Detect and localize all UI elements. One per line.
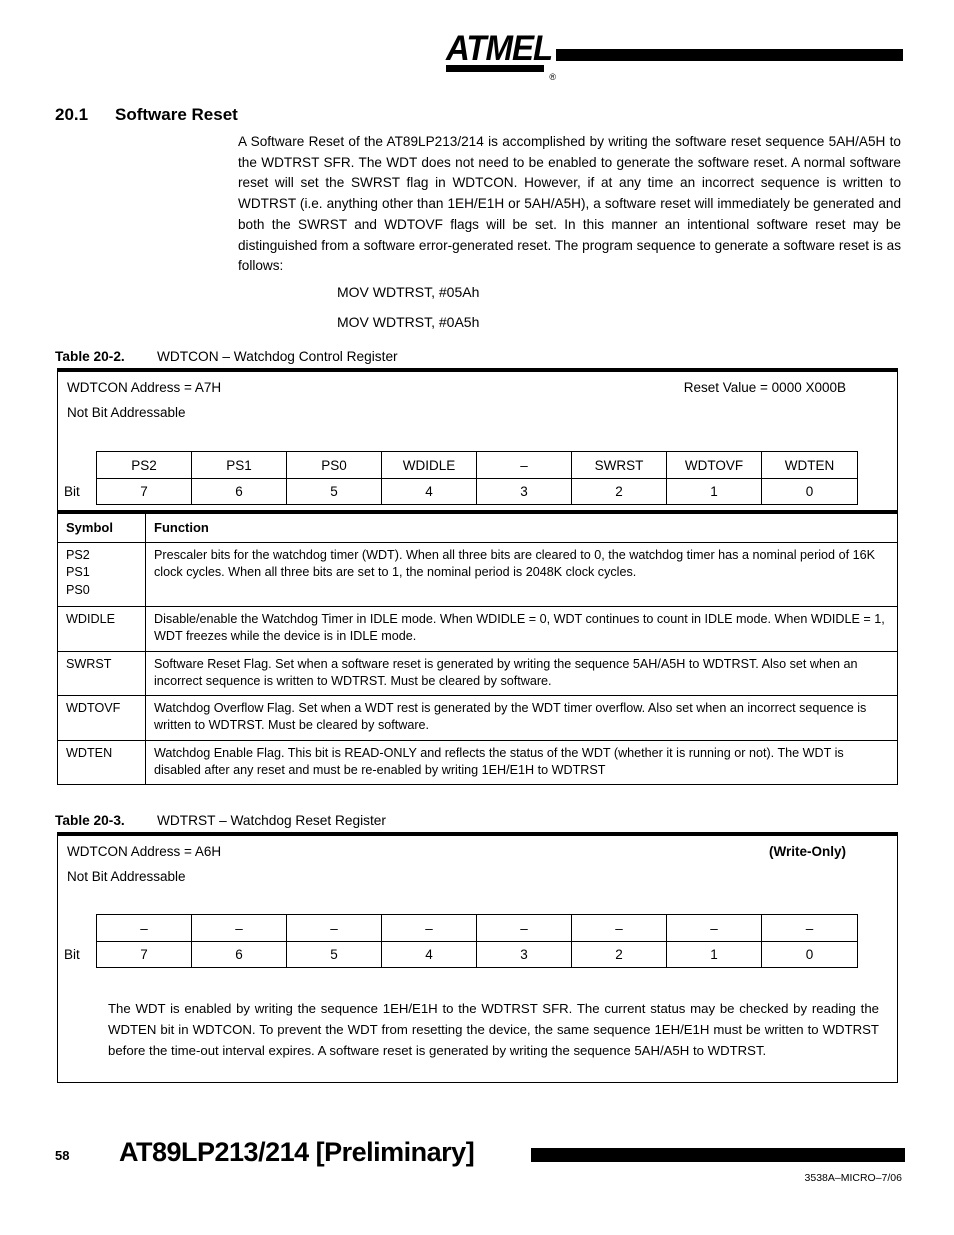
bit-name-cell: – xyxy=(382,915,477,942)
table-20-2-caption-label: Table 20-2. xyxy=(55,349,125,364)
function-cell: Software Reset Flag. Set when a software… xyxy=(145,650,898,696)
wdtcon-function-table: Symbol Function PS2 PS1 PS0 Prescaler bi… xyxy=(57,510,898,785)
section-body-paragraph: A Software Reset of the AT89LP213/214 is… xyxy=(238,134,901,274)
register-addressable-note: Not Bit Addressable xyxy=(67,869,186,884)
bit-number-cell: 7 xyxy=(97,479,192,504)
bit-name-cell: – xyxy=(192,915,287,942)
register-reset-value: Reset Value = 0000 X000B xyxy=(683,380,846,395)
table-row: SWRST Software Reset Flag. Set when a so… xyxy=(57,650,898,696)
bit-number-cell: 4 xyxy=(382,479,477,504)
register-address: WDTCON Address = A6H xyxy=(67,844,222,859)
table-row: WDTOVF Watchdog Overflow Flag. Set when … xyxy=(57,694,898,741)
footer-rule-bar xyxy=(531,1148,905,1162)
function-cell: Prescaler bits for the watchdog timer (W… xyxy=(145,541,898,607)
bit-name-cell: – xyxy=(667,915,762,942)
symbol-cell: SWRST xyxy=(57,650,146,696)
section-heading: 20.1 Software Reset xyxy=(55,105,238,125)
wdtcon-register-meta: WDTCON Address = A7H Reset Value = 0000 … xyxy=(67,380,846,395)
bit-name-cell: PS1 xyxy=(192,452,287,479)
bit-number-cell: 3 xyxy=(477,479,572,504)
code-line: MOV WDTRST, #05Ah xyxy=(337,284,480,300)
bit-number-cell: 6 xyxy=(192,942,287,967)
bit-number-cell: 4 xyxy=(382,942,477,967)
page-number: 58 xyxy=(55,1148,70,1163)
atmel-logo: ATMEL ® xyxy=(446,27,556,82)
bit-number-cell: 3 xyxy=(477,942,572,967)
table-20-2-caption: Table 20-2. WDTCON – Watchdog Control Reg… xyxy=(55,349,398,364)
bit-number-cell: 7 xyxy=(97,942,192,967)
function-cell: Disable/enable the Watchdog Timer in IDL… xyxy=(145,605,898,652)
bit-number-cell: 5 xyxy=(287,479,382,504)
bit-name-cell: – xyxy=(572,915,667,942)
table-20-2-caption-title: WDTCON – Watchdog Control Register xyxy=(157,349,398,364)
bit-name-cell: WDIDLE xyxy=(382,452,477,479)
symbol-cell: WDTEN xyxy=(57,739,146,785)
table-20-3-caption-title: WDTRST – Watchdog Reset Register xyxy=(157,813,386,828)
wdtrst-register-meta: WDTCON Address = A6H (Write-Only) xyxy=(67,844,846,859)
function-cell: Watchdog Overflow Flag. Set when a WDT r… xyxy=(145,694,898,741)
bit-name-cell: PS0 xyxy=(287,452,382,479)
footer-doc-code: 3538A–MICRO–7/06 xyxy=(804,1172,902,1184)
bit-name-cell: – xyxy=(287,915,382,942)
table-row: PS2 PS1 PS0 Prescaler bits for the watch… xyxy=(57,541,898,607)
registered-trademark-icon: ® xyxy=(549,72,556,82)
symbol-column-header: Symbol xyxy=(57,511,146,543)
bit-name-cell: WDTOVF xyxy=(667,452,762,479)
bit-name-cell: – xyxy=(762,915,857,942)
bit-row-label: Bit xyxy=(64,484,80,499)
bit-number-cell: 6 xyxy=(192,479,287,504)
bit-number-cell: 5 xyxy=(287,942,382,967)
wdtcon-register-box: WDTCON Address = A7H Reset Value = 0000 … xyxy=(57,368,898,510)
table-20-3-caption-label: Table 20-3. xyxy=(55,813,125,828)
table-20-3-caption: Table 20-3. WDTRST – Watchdog Reset Regis… xyxy=(55,813,386,828)
bit-name-cell: SWRST xyxy=(572,452,667,479)
wdtcon-bit-grid: PS2 PS1 PS0 WDIDLE – SWRST WDTOVF WDTEN … xyxy=(96,451,858,505)
section-title: Software Reset xyxy=(115,105,238,124)
bit-name-cell: – xyxy=(97,915,192,942)
bit-number-cell: 0 xyxy=(805,947,814,962)
bit-number-cell: 1 xyxy=(667,942,762,967)
footer-document-title: AT89LP213/214 [Preliminary] xyxy=(119,1137,475,1167)
bit-number-cell: 2 xyxy=(572,479,667,504)
bit-number-cell: 1 xyxy=(667,479,762,504)
register-write-only-note: (Write-Only) xyxy=(769,844,846,859)
function-cell: Watchdog Enable Flag. This bit is READ-O… xyxy=(145,739,898,785)
function-column-header: Function xyxy=(145,511,898,543)
section-number: 20.1 xyxy=(55,105,89,124)
table-row: WDTEN Watchdog Enable Flag. This bit is … xyxy=(57,739,898,785)
wdtrst-register-box: WDTCON Address = A6H (Write-Only) Not Bi… xyxy=(57,832,898,1083)
symbol-cell: WDTOVF xyxy=(57,694,146,741)
wdtrst-bit-grid: – – – – – – – – 7 6 5 4 3 2 1 0 xyxy=(96,914,858,968)
function-table-header-row: Symbol Function xyxy=(57,511,898,543)
table-row: WDIDLE Disable/enable the Watchdog Timer… xyxy=(57,605,898,652)
wdtrst-note-paragraph: The WDT is enabled by writing the sequen… xyxy=(108,1001,879,1058)
bit-name-cell: – xyxy=(477,452,572,479)
bit-number-cell: 2 xyxy=(572,942,667,967)
atmel-logo-underline xyxy=(446,65,544,72)
symbol-cell: PS2 PS1 PS0 xyxy=(57,541,146,607)
atmel-logo-text: ATMEL xyxy=(446,27,553,68)
bit-name-cell: WDTEN xyxy=(762,452,857,479)
symbol-cell: WDIDLE xyxy=(57,605,146,652)
bit-name-cell: PS2 xyxy=(97,452,192,479)
header-rule-bar xyxy=(556,49,903,61)
register-address: WDTCON Address = A7H xyxy=(67,380,222,395)
register-addressable-note: Not Bit Addressable xyxy=(67,405,186,420)
bit-number-cell: 0 xyxy=(805,484,814,499)
bit-name-cell: – xyxy=(477,915,572,942)
code-line: MOV WDTRST, #0A5h xyxy=(337,314,480,330)
bit-row-label: Bit xyxy=(64,947,80,962)
